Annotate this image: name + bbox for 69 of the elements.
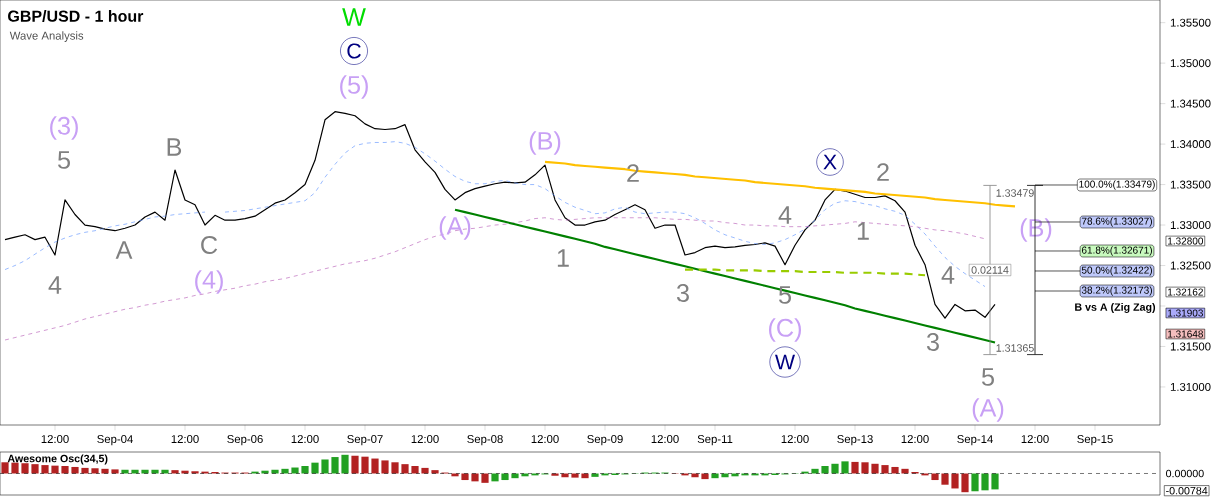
annotation: 4 [48, 276, 62, 294]
x-tick-label: Sep-06 [227, 435, 263, 446]
y-tick-label: 1.35500 [1170, 18, 1211, 27]
text: GBP/USD - 1 hour [8, 10, 144, 23]
annotation: A [115, 241, 133, 259]
y-tick-label: 1.31500 [1170, 342, 1211, 351]
x-tick-label: Sep-04 [97, 435, 133, 446]
text: 1.31648 [1168, 330, 1203, 338]
annotation: W [342, 8, 366, 26]
annotation: 4 [941, 266, 955, 284]
x-tick-label: Sep-13 [837, 435, 873, 446]
annotation: 61.8%(1.32671) [1081, 246, 1152, 256]
x-tick-label: Sep-15 [1077, 435, 1113, 446]
x-tick-label: Sep-07 [347, 435, 383, 446]
annotation: (3) [50, 116, 78, 140]
annotation: (A) [439, 216, 471, 240]
chart-title: Awesome Osc(34,5) [7, 454, 108, 465]
x-tick-label: 12:00 [291, 435, 319, 444]
annotation: 5 [981, 368, 994, 386]
annotation: 3 [926, 333, 939, 351]
annotation: 1.33479 [996, 189, 1034, 197]
annotation: 5 [57, 151, 70, 169]
text: -0.00784 [1166, 486, 1208, 495]
annotation: B [167, 138, 182, 156]
x-tick-label: Sep-11 [697, 435, 733, 446]
annotation: C [347, 43, 361, 59]
y-tick-label: 1.35000 [1170, 59, 1211, 68]
x-tick-label: Sep-09 [587, 435, 623, 446]
annotation: W [775, 354, 795, 370]
annotation: 50.0%(1.32422) [1081, 266, 1152, 276]
annotation: (C) [768, 318, 802, 342]
annotation: 1 [557, 249, 569, 267]
y-tick-label: 1.31000 [1170, 382, 1211, 391]
annotation: 100.0%(1.33479) [1079, 180, 1155, 190]
annotation: X [823, 154, 837, 170]
annotation: 3 [676, 284, 689, 302]
x-tick-label: 12:00 [531, 435, 559, 444]
annotation: 2 [877, 163, 889, 181]
x-tick-label: Sep-08 [467, 435, 503, 446]
annotation: (B) [529, 131, 561, 155]
text: Wave Analysis [9, 31, 84, 42]
x-tick-label: 12:00 [41, 435, 69, 444]
text: 1.31903 [1168, 309, 1203, 317]
annotation: C [201, 236, 218, 254]
x-tick-label: 12:00 [171, 435, 199, 444]
x-tick-label: 12:00 [1021, 435, 1049, 444]
y-tick-label: 1.34000 [1170, 140, 1211, 149]
x-tick-label: 12:00 [781, 435, 809, 444]
annotation: 0.02114 [971, 266, 1009, 274]
y-tick-label: 1.34500 [1170, 99, 1211, 108]
y-tick-label: 1.32500 [1170, 261, 1211, 270]
y-tick-label: 1.33000 [1170, 221, 1211, 230]
annotation: B vs A (Zig Zag) [1075, 303, 1156, 313]
annotation: 38.2%(1.32173) [1081, 286, 1152, 296]
x-tick-label: 12:00 [901, 435, 929, 444]
annotation: 1.31365 [996, 344, 1034, 352]
annotation: 4 [778, 206, 792, 224]
text: 0.00000 [1166, 469, 1204, 478]
annotation: (5) [340, 75, 368, 99]
annotation: 1 [857, 222, 869, 240]
text: 1.32162 [1168, 288, 1203, 296]
x-tick-label: 12:00 [651, 435, 679, 444]
x-tick-label: 12:00 [411, 435, 439, 444]
y-tick-label: 1.33500 [1170, 180, 1211, 189]
annotation: (4) [195, 270, 223, 294]
annotation: 78.6%(1.33027) [1081, 217, 1152, 227]
x-tick-label: Sep-14 [957, 435, 993, 446]
annotation: (A) [972, 398, 1004, 422]
text: 1.32800 [1168, 237, 1204, 245]
